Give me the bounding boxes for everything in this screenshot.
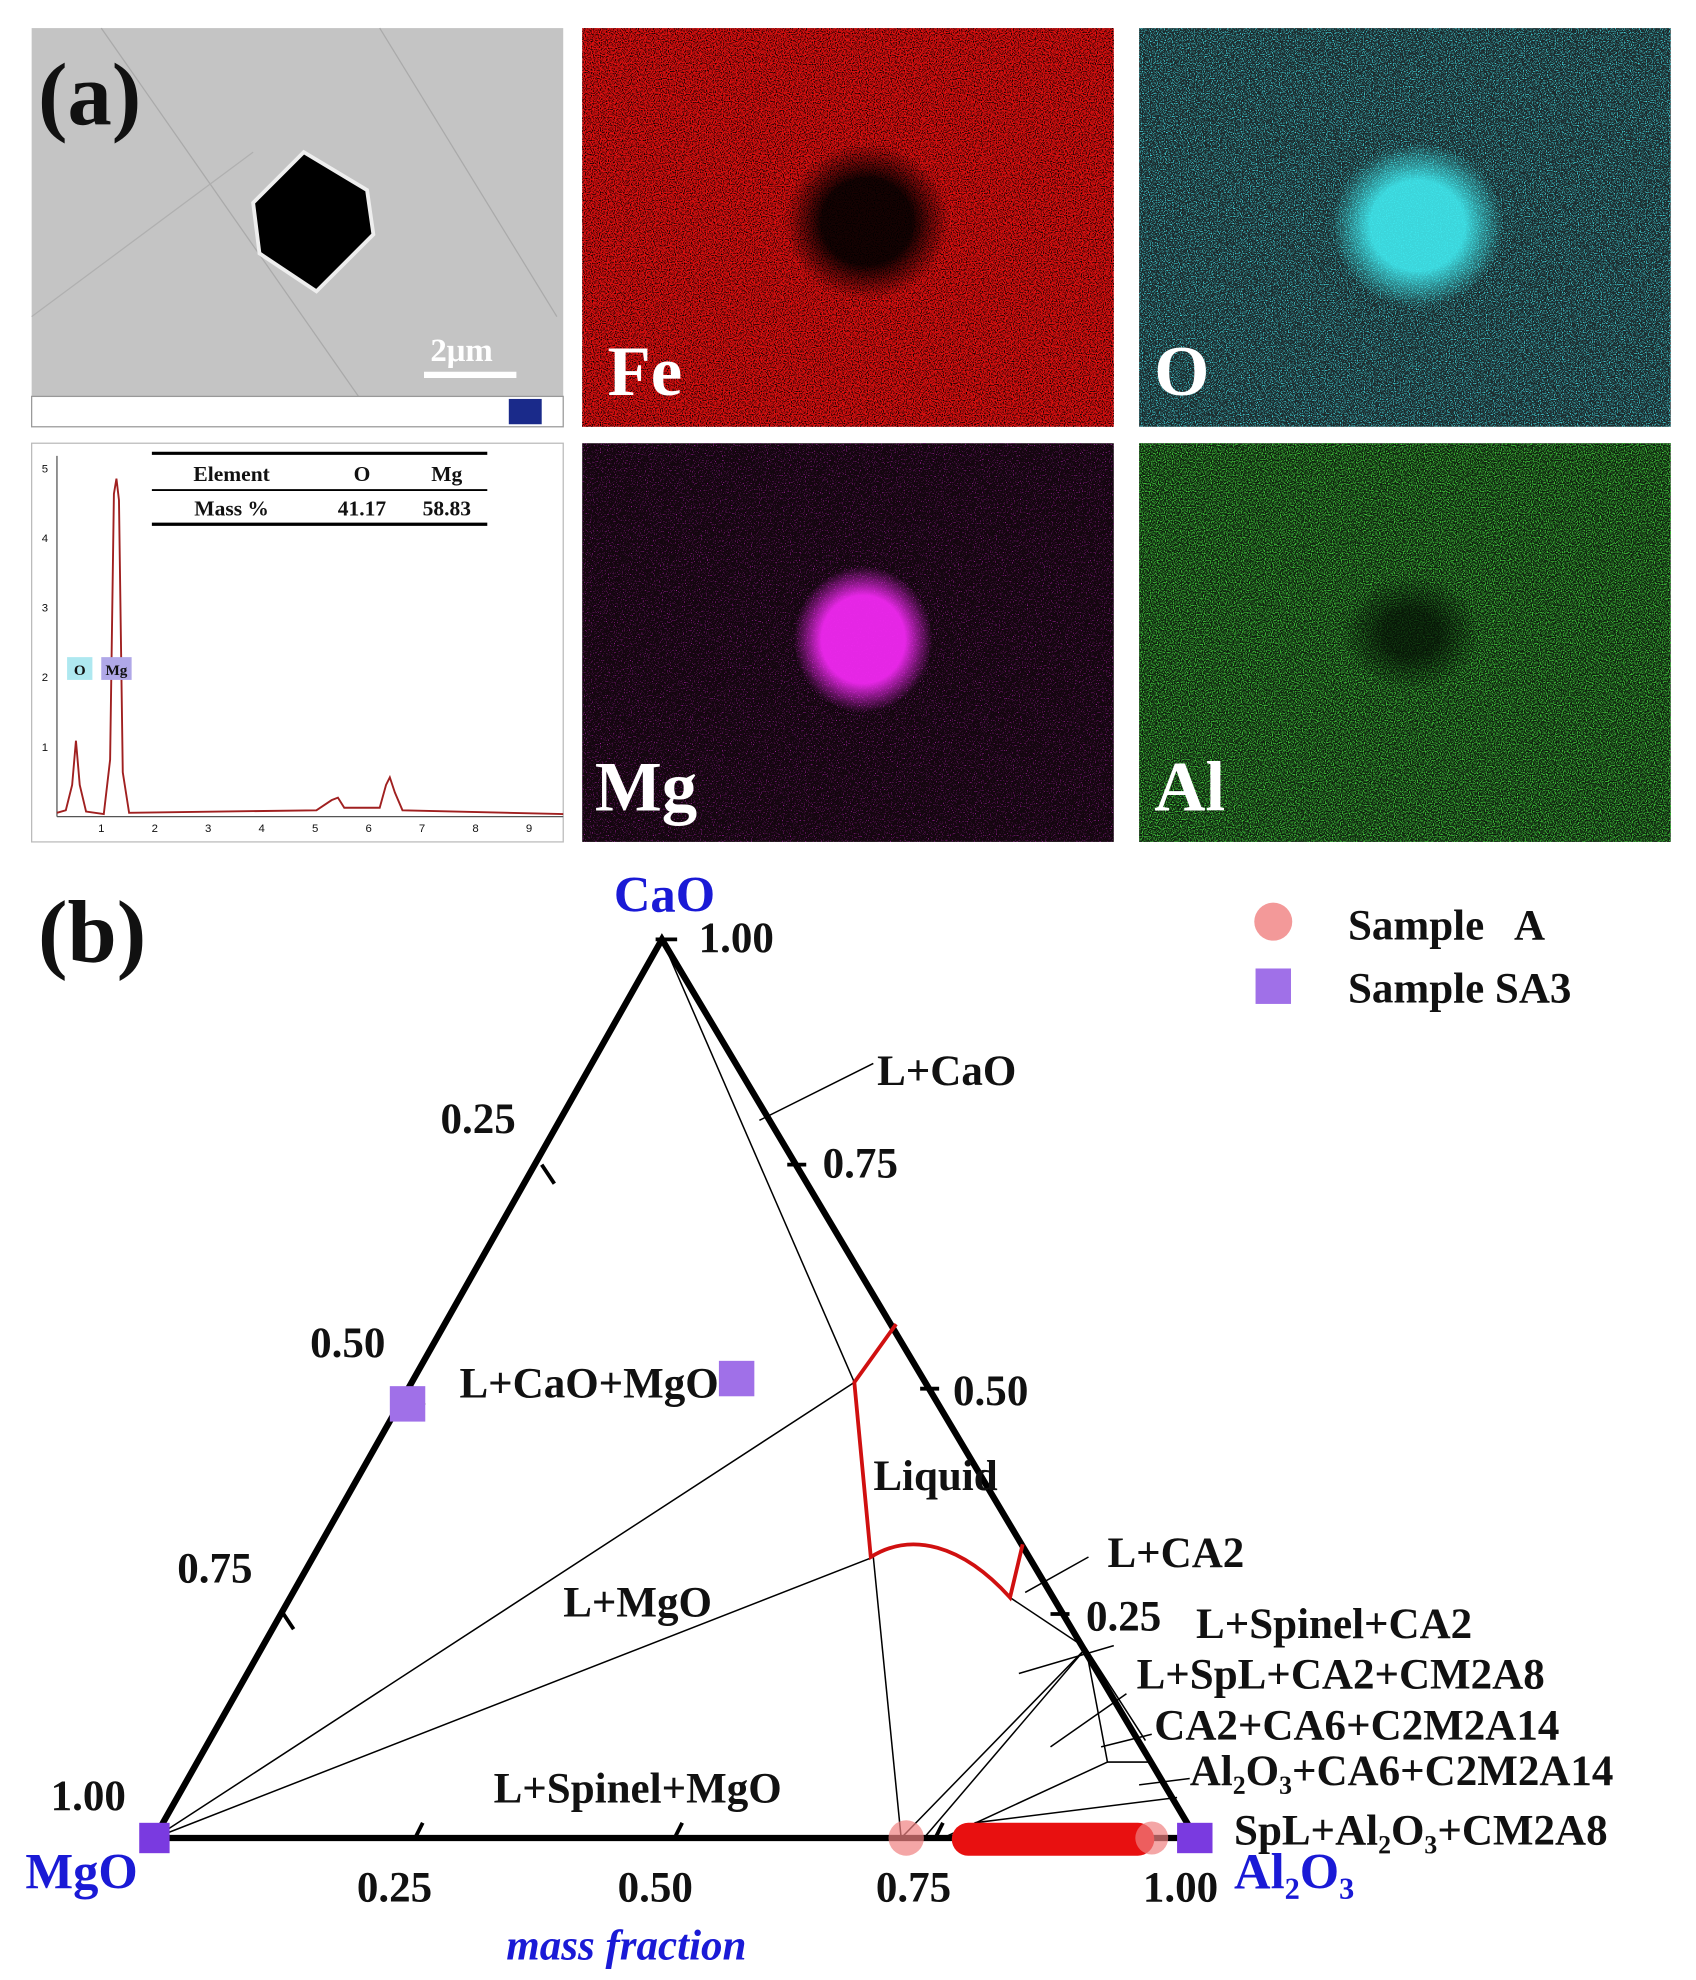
map-label: Mg <box>595 748 697 826</box>
region-label: L+MgO <box>563 1580 712 1627</box>
vertex-label: Al₂O₃ <box>1234 1844 1354 1900</box>
spectrum-tick-label: 9 <box>526 823 532 835</box>
region-label: L+CaO <box>877 1048 1016 1095</box>
table-header: Mg <box>431 462 462 486</box>
legend-entry: Sample SA3 <box>1348 966 1571 1013</box>
region-label: L+CA2 <box>1107 1530 1244 1577</box>
spectrum-tick-label: 2 <box>152 823 158 835</box>
spectrum-tick-label: 5 <box>312 823 318 835</box>
spectrum-tick-label: 3 <box>42 603 48 615</box>
map-label: Al <box>1154 748 1225 826</box>
spectrum-tick-label: 8 <box>472 823 478 835</box>
tick-label: 0.25 <box>1086 1593 1161 1640</box>
mg-map <box>582 443 1114 842</box>
region-label: L+Spinel+MgO <box>494 1766 782 1813</box>
peak-label: O <box>74 662 86 679</box>
tick-label: 1.00 <box>1143 1864 1218 1911</box>
spectrum-tick-label: 6 <box>365 823 371 835</box>
table-cell: 58.83 <box>423 496 472 520</box>
region-label: Al₂O₃+CA6+C2M2A14 <box>1190 1748 1614 1795</box>
region-label: SpL+Al₂O₃+CM2A8 <box>1234 1807 1608 1854</box>
tick-label: 0.75 <box>823 1140 898 1187</box>
region-label: L+CaO+MgO <box>459 1361 718 1408</box>
tick-label: 0.50 <box>310 1320 385 1367</box>
tick-label: 0.50 <box>953 1368 1028 1415</box>
map-label: O <box>1154 333 1209 411</box>
table-header: O <box>354 462 371 486</box>
panel-label: (a) <box>38 46 141 144</box>
region-label: L+SpL+CA2+CM2A8 <box>1137 1652 1545 1699</box>
region-label: CA2+CA6+C2M2A14 <box>1154 1702 1559 1749</box>
spectrum-tick-label: 1 <box>42 742 48 754</box>
tick-label: 0.75 <box>876 1864 951 1911</box>
o-map <box>1139 28 1671 427</box>
spectrum-tick-label: 7 <box>419 823 425 835</box>
sample-points <box>139 1360 1213 1856</box>
spectrum-tick-label: 4 <box>259 823 265 835</box>
axis-label: mass fraction <box>506 1923 746 1970</box>
tick-label: 0.50 <box>618 1864 693 1911</box>
tick-label: 0.25 <box>440 1096 515 1143</box>
region-label: Liquid <box>873 1453 997 1500</box>
panel-label: (b) <box>38 884 146 982</box>
legend <box>1254 902 1293 1004</box>
legend-entry: Sample A <box>1348 902 1545 949</box>
tick-label: 1.00 <box>51 1773 126 1820</box>
tick-label: 0.75 <box>177 1545 252 1592</box>
table-header: Element <box>193 462 270 486</box>
map-label: Fe <box>608 333 683 411</box>
vertex-label: CaO <box>614 867 715 923</box>
peak-label: Mg <box>105 662 127 679</box>
tick-label: 1.00 <box>699 915 774 962</box>
sem-image <box>31 27 564 428</box>
vertex-label: MgO <box>25 1844 137 1900</box>
table-cell: 41.17 <box>338 496 387 520</box>
fe-map <box>582 28 1114 427</box>
spectrum-tick-label: 4 <box>42 533 48 545</box>
tick-label: 0.25 <box>357 1864 432 1911</box>
eds-spectrum <box>31 442 564 843</box>
region-label: L+Spinel+CA2 <box>1196 1601 1472 1648</box>
table-cell: Mass % <box>194 496 269 520</box>
spectrum-tick-label: 3 <box>205 823 211 835</box>
spectrum-tick-label: 1 <box>98 823 104 835</box>
scale-bar-label: 2μm <box>430 333 492 369</box>
al-map <box>1139 443 1671 842</box>
spectrum-tick-label: 2 <box>42 672 48 684</box>
spectrum-tick-label: 5 <box>42 463 48 475</box>
